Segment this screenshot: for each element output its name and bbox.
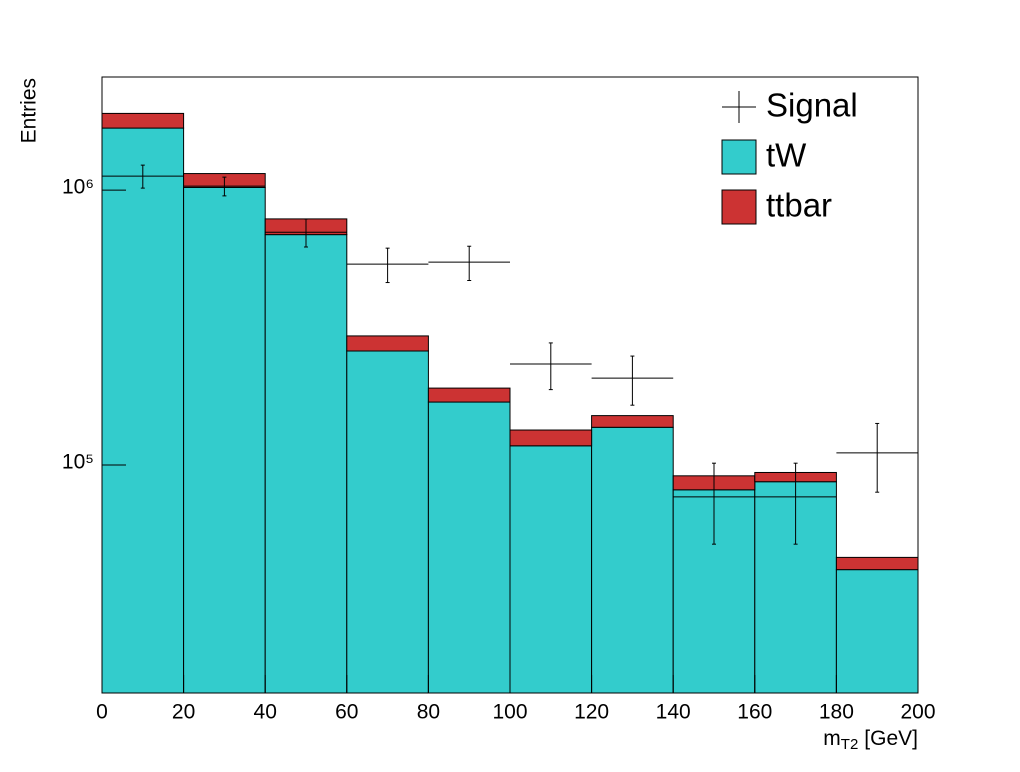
- y-tick-label: 10⁶: [62, 176, 94, 199]
- x-tick-label: 60: [335, 701, 358, 724]
- histogram-segment: [264, 234, 348, 694]
- histogram-segment: [101, 127, 185, 694]
- plot-area: [101, 112, 919, 694]
- histogram-segment: [183, 186, 266, 694]
- x-tick-label: 20: [172, 701, 195, 724]
- histogram-segment: [427, 387, 511, 403]
- y-tick-label: 10⁵: [62, 451, 94, 474]
- histogram-segment: [591, 415, 674, 428]
- x-tick-label: 180: [819, 701, 854, 724]
- x-tick-label: 120: [574, 701, 609, 724]
- histogram-segment: [346, 350, 429, 694]
- histogram-segment: [509, 429, 593, 447]
- histogram-segment: [591, 426, 674, 694]
- x-tick-label: 100: [492, 701, 527, 724]
- x-label-sub: T2: [841, 736, 859, 753]
- histogram-segment: [835, 569, 919, 694]
- x-label-unit: [GeV]: [864, 727, 918, 750]
- x-tick-label: 140: [656, 701, 691, 724]
- histogram-segment: [346, 335, 429, 352]
- x-tick-label: 160: [737, 701, 772, 724]
- x-tick-label: 200: [900, 701, 935, 724]
- legend-label: Signal: [766, 87, 858, 124]
- histogram-segment: [427, 401, 511, 694]
- legend-label: ttbar: [766, 187, 832, 224]
- histogram-segment: [509, 445, 593, 694]
- x-tick-label: 0: [96, 701, 108, 724]
- histogram-segment: [835, 556, 919, 571]
- legend-label: tW: [766, 137, 807, 174]
- y-axis-label: Entries: [18, 78, 41, 143]
- legend-swatch: [721, 189, 757, 225]
- x-tick-label: 40: [254, 701, 277, 724]
- histogram-segment: [101, 112, 185, 129]
- x-tick-label: 80: [417, 701, 440, 724]
- legend-swatch: [721, 139, 757, 175]
- x-label-main: m: [823, 727, 841, 750]
- x-axis-label: mT2 [GeV]: [823, 727, 918, 753]
